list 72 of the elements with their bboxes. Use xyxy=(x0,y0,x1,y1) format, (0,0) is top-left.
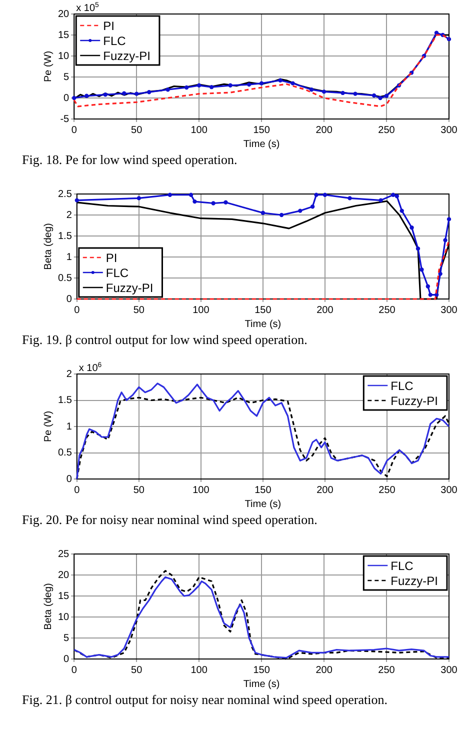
y-tick-label: 0.5 xyxy=(58,448,72,458)
y-tick-label: 0 xyxy=(64,654,70,665)
x-tick-label: 300 xyxy=(440,304,458,316)
x-axis-title: Time (s) xyxy=(244,498,282,510)
x-tick-label: 50 xyxy=(133,304,145,316)
x-tick-label: 200 xyxy=(316,304,334,316)
x-tick-label: 50 xyxy=(131,664,143,676)
x-tick-label: 200 xyxy=(316,484,334,496)
y-tick-label: 2 xyxy=(66,368,72,380)
line-series xyxy=(76,239,450,300)
legend-label: FLC xyxy=(390,558,414,573)
y-tick-label: 10 xyxy=(58,612,70,623)
x-tick-label: 50 xyxy=(133,484,145,496)
x-tick-label: 250 xyxy=(378,304,396,316)
y-tick-label: 10 xyxy=(58,50,70,62)
legend-label: Fuzzy-PI xyxy=(106,280,154,295)
x-tick-label: 150 xyxy=(253,124,270,136)
y-tick-label: 0 xyxy=(64,92,70,104)
y-tick-label: 15 xyxy=(58,590,70,602)
x-tick-label: 250 xyxy=(378,664,396,676)
text: Fig. 19. β control output for low wind speed operation. xyxy=(21,331,308,349)
legend-label: FLC xyxy=(106,266,129,280)
legend-label: PI xyxy=(103,18,114,33)
x-tick-label: 200 xyxy=(316,664,333,676)
y-tick-label: -5 xyxy=(60,114,70,125)
x-tick-label: 200 xyxy=(316,124,333,136)
x-tick-label: 0 xyxy=(74,484,80,496)
x-tick-label: 100 xyxy=(190,124,208,136)
x-tick-label: 50 xyxy=(131,124,143,136)
y-tick-label: 25 xyxy=(58,548,70,560)
y-tick-label: 1.5 xyxy=(58,395,72,406)
x-tick-label: 250 xyxy=(378,124,396,136)
y-axis-title: Pe (W) xyxy=(42,50,54,82)
y-tick-label: 2 xyxy=(66,210,72,221)
x-axis-title: Time (s) xyxy=(243,138,280,150)
x-tick-label: 150 xyxy=(254,484,272,496)
x-tick-label: 250 xyxy=(378,484,396,496)
legend-label: FLC xyxy=(390,378,414,393)
legend-label: Fuzzy-PI xyxy=(390,394,438,408)
x-tick-label: 300 xyxy=(440,664,458,676)
x-tick-label: 300 xyxy=(440,484,458,496)
y-tick-label: 15 xyxy=(58,30,70,41)
legend-label: FLC xyxy=(103,34,126,48)
x-tick-label: 150 xyxy=(254,304,272,316)
y-axis-title: Beta (deg) xyxy=(42,223,54,270)
x-tick-label: 0 xyxy=(74,304,80,316)
text: Fig. 20. Pe for noisy near nominal wind speed operation. xyxy=(21,511,318,529)
x-axis-title: Time (s) xyxy=(244,318,282,330)
legend-label: PI xyxy=(106,250,118,265)
y-tick-label: 0 xyxy=(66,474,72,485)
legend-label: Fuzzy-PI xyxy=(103,48,150,63)
y-tick-label: 5 xyxy=(64,72,70,83)
x-tick-label: 100 xyxy=(192,484,210,496)
text: Fig. 21. β control output for noisy near nominal wind speed operation. xyxy=(21,691,388,709)
y-tick-label: 20 xyxy=(58,570,70,581)
x-tick-label: 300 xyxy=(440,124,458,136)
y-axis-title: Pe (W) xyxy=(42,410,54,442)
y-tick-label: 1 xyxy=(66,252,72,263)
y-tick-label: 0 xyxy=(66,294,72,305)
x-tick-label: 100 xyxy=(190,664,208,676)
x-tick-label: 100 xyxy=(192,304,210,316)
text: Fig. 18. Pe for low wind speed operation. xyxy=(21,151,238,169)
legend-label: Fuzzy-PI xyxy=(390,574,438,588)
y-tick-label: 0.5 xyxy=(58,272,72,284)
x-tick-label: 150 xyxy=(253,664,270,676)
y-tick-label: 2.5 xyxy=(58,188,72,200)
y-tick-label: 20 xyxy=(58,8,70,20)
y-tick-label: 5 xyxy=(64,632,70,644)
y-axis-title: Beta (deg) xyxy=(42,583,54,630)
y-tick-label: 1.5 xyxy=(58,230,72,242)
x-axis-title: Time (s) xyxy=(243,678,280,690)
y-tick-label: 1 xyxy=(66,421,72,432)
